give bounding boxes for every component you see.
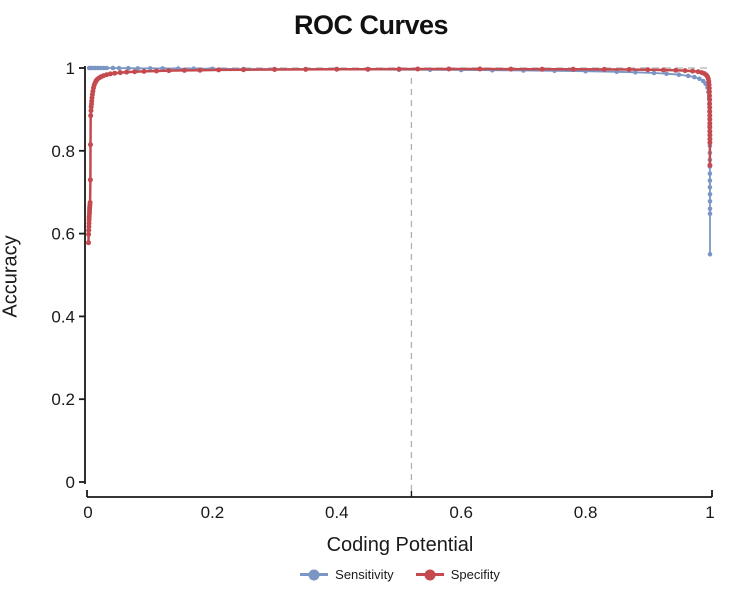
legend: Sensitivity Specifity — [88, 567, 712, 582]
y-tick-label: 1 — [66, 59, 75, 78]
legend-label-specifity: Specifity — [450, 567, 500, 582]
sensitivity-curve — [88, 67, 711, 256]
x-tick-label: 1 — [705, 503, 714, 522]
chart-title: ROC Curves — [293, 10, 449, 40]
legend-item-specifity: Specifity — [415, 567, 500, 582]
sensitivity-line-marker-icon — [300, 569, 329, 580]
x-tick-label: 0.2 — [201, 503, 225, 522]
x-tick-label: 0.4 — [325, 503, 349, 522]
y-tick-label: 0.8 — [51, 142, 75, 161]
specifity-dot-icon — [424, 569, 436, 580]
specifity-curve — [87, 67, 712, 244]
legend-item-sensitivity: Sensitivity — [300, 567, 394, 582]
y-tick-label: 0.2 — [51, 390, 75, 409]
y-tick-label: 0 — [66, 473, 75, 492]
specifity-line-marker-icon — [415, 569, 444, 580]
y-tick-label: 0.6 — [51, 225, 75, 244]
sensitivity-dot-icon — [308, 569, 320, 580]
x-axis-label: Coding Potential — [326, 534, 474, 556]
legend-label-sensitivity: Sensitivity — [335, 567, 394, 582]
y-axis-label: Accuracy — [0, 235, 22, 318]
x-tick-label: 0.6 — [449, 503, 473, 522]
x-tick-label: 0.8 — [574, 503, 598, 522]
y-tick-label: 0.4 — [51, 307, 75, 326]
x-tick-label: 0 — [83, 503, 92, 522]
